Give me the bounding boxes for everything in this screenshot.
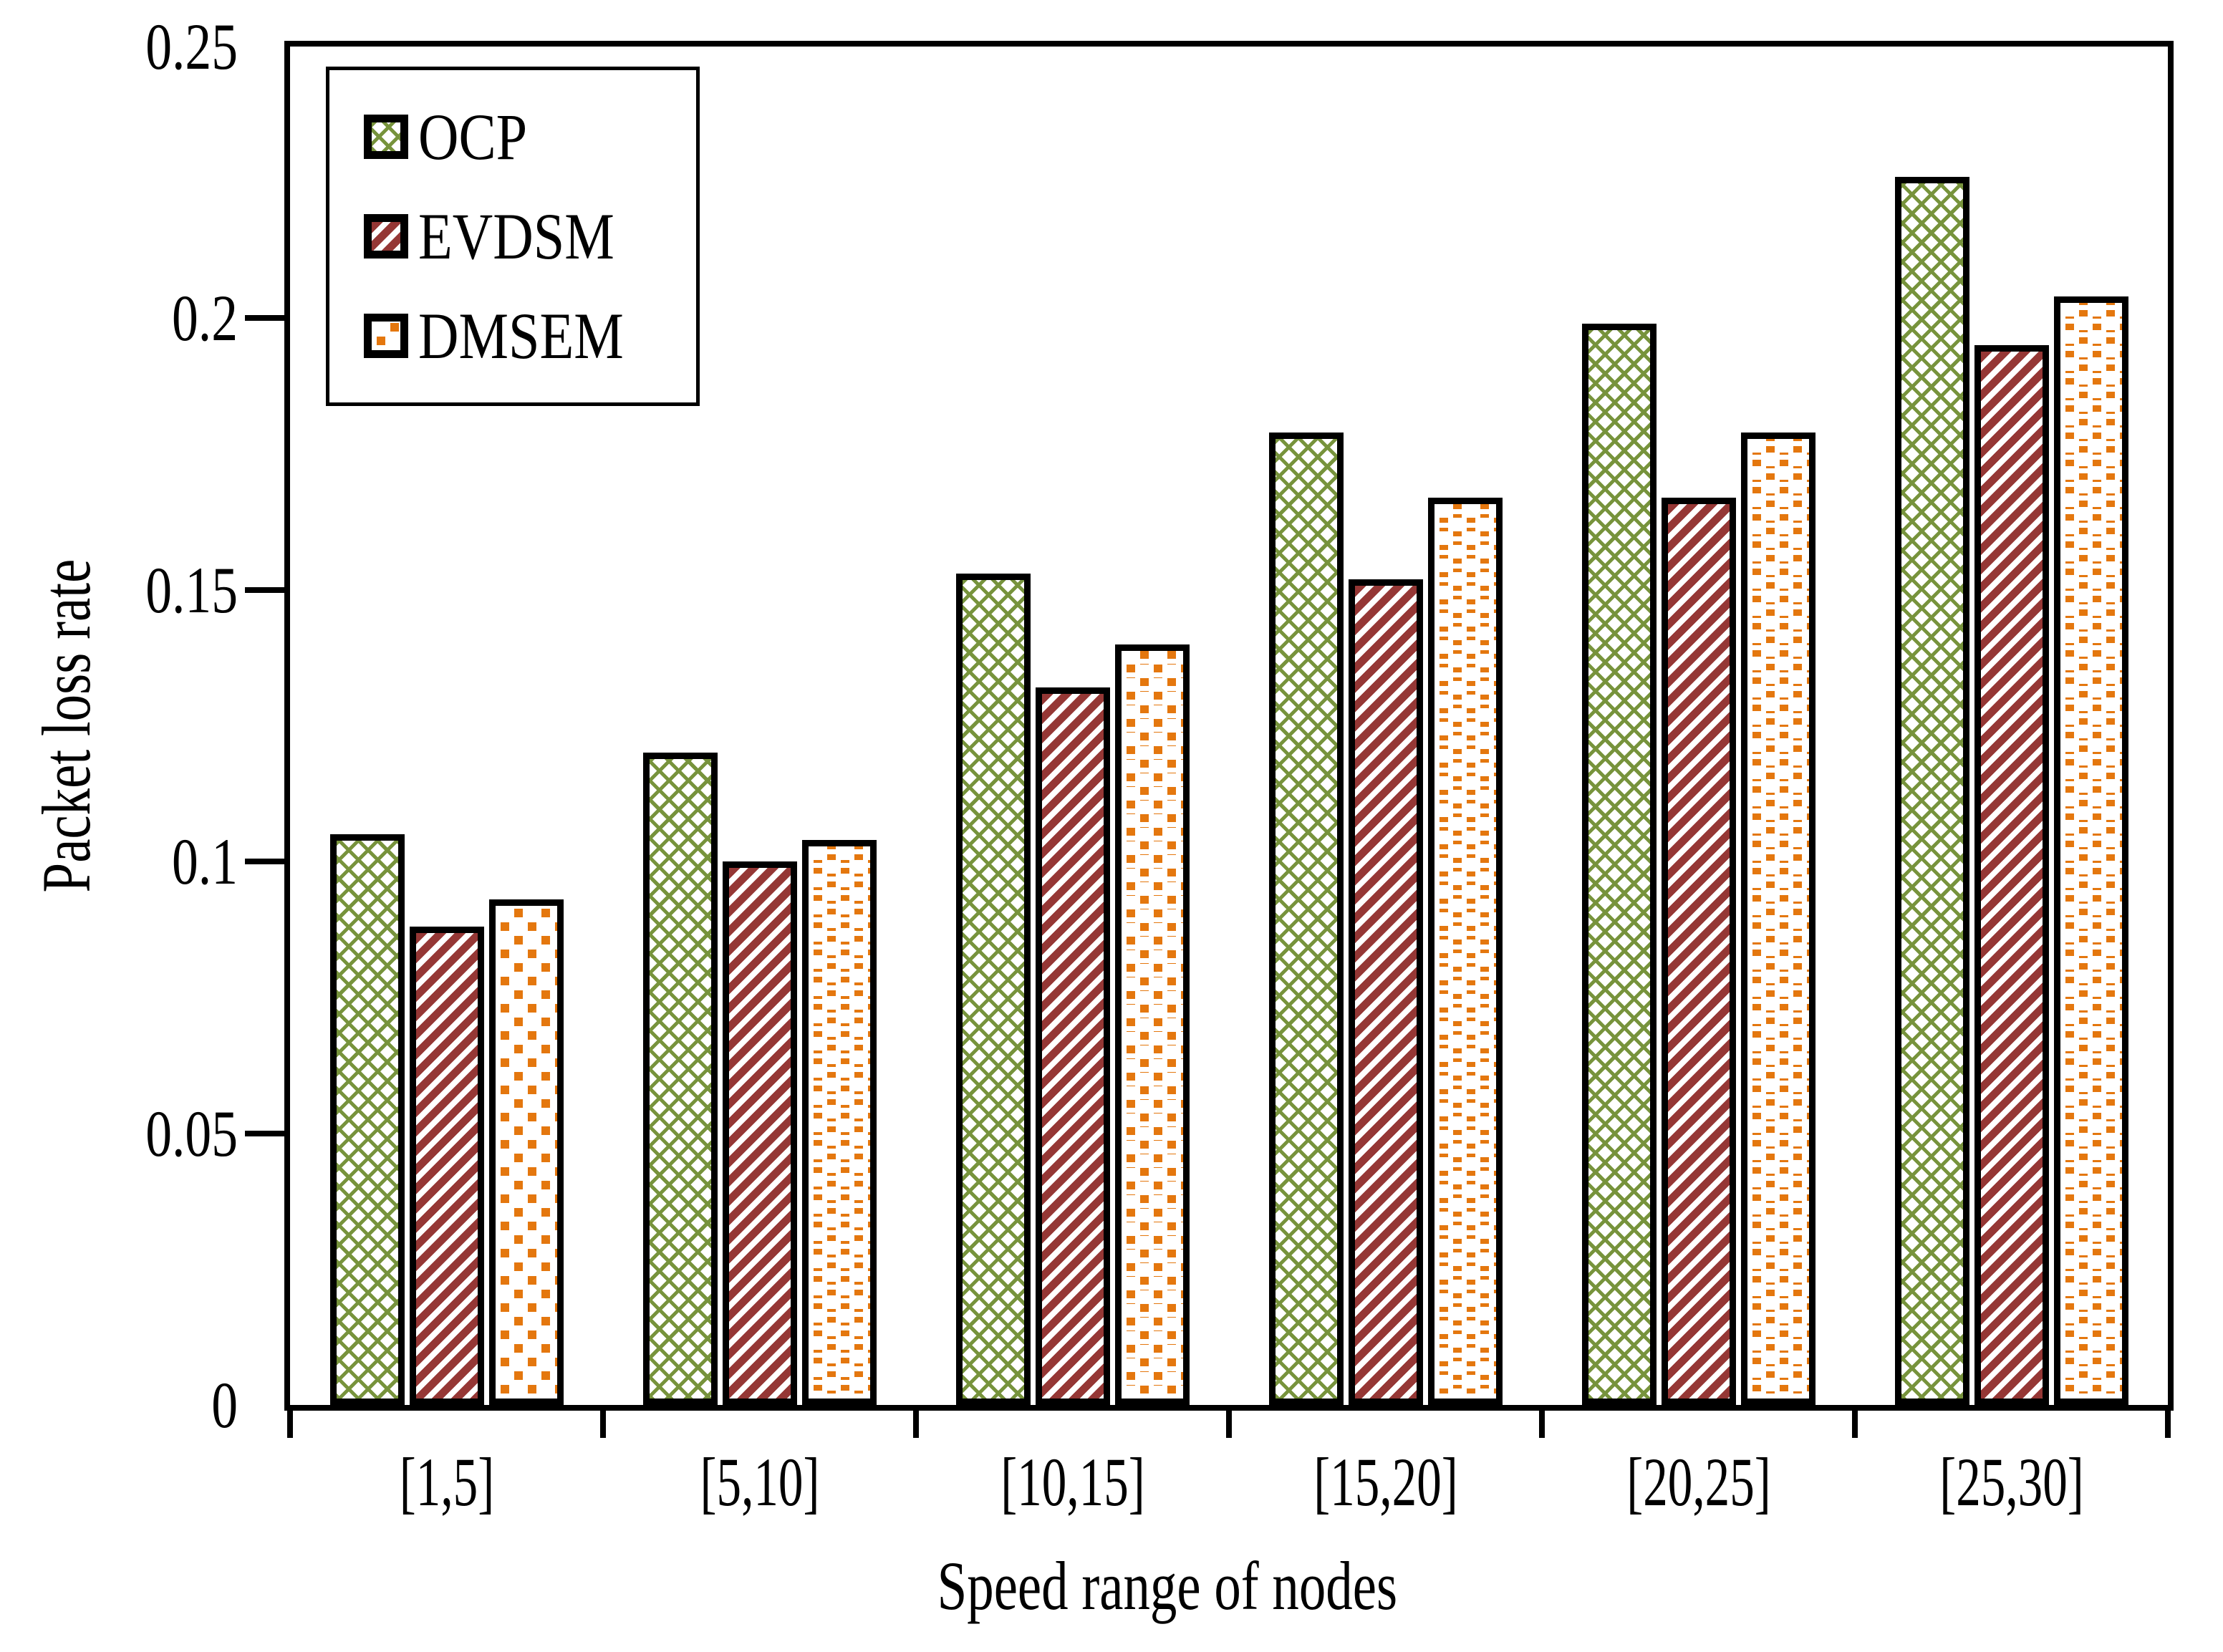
bar-ocp — [329, 834, 405, 1405]
bar-group — [1229, 47, 1542, 1405]
legend-label: OCP — [418, 100, 528, 173]
legend-item-dmsem: DMSEM — [364, 303, 696, 369]
y-tick-labels: 0 0.05 0.1 0.15 0.2 0.25 — [0, 14, 238, 1438]
x-tick-mark — [1539, 1405, 1545, 1438]
x-tick-labels: [1,5] [5,10] [10,15] [15,20] [20,25] [25,30] — [290, 1448, 2168, 1534]
x-tick-label: [5,10] — [700, 1444, 819, 1520]
bar-evdsm — [1661, 497, 1736, 1405]
legend-item-ocp: OCP — [364, 104, 696, 170]
x-tick-mark — [2165, 1405, 2171, 1438]
bar-group — [916, 47, 1229, 1405]
bar-evdsm — [1348, 579, 1423, 1405]
x-tick-label: [15,20] — [1313, 1444, 1458, 1520]
legend-swatch-dark-red-upward-diagonal-stripes — [364, 214, 408, 259]
x-axis-title: Speed range of nodes — [228, 1548, 2106, 1624]
bar-dmsem — [1427, 497, 1503, 1405]
x-tick-label: [10,15] — [1000, 1444, 1145, 1520]
y-tick-label: 0.15 — [145, 553, 238, 627]
bar-dmsem — [1114, 644, 1190, 1405]
x-tick-label: [25,30] — [1939, 1444, 2084, 1520]
y-tick-mark — [245, 859, 284, 865]
y-tick-label: 0.25 — [145, 10, 238, 83]
bar-ocp — [642, 753, 718, 1405]
bar-evdsm — [722, 861, 797, 1405]
bar-evdsm — [1974, 345, 2049, 1405]
bar-ocp — [1894, 177, 1969, 1405]
bar-ocp — [955, 574, 1031, 1405]
bar-ocp — [1581, 324, 1657, 1405]
plot-area: OCP EVDSM DMSEM — [284, 41, 2174, 1411]
legend-item-evdsm: EVDSM — [364, 203, 696, 269]
x-tick-mark — [913, 1405, 919, 1438]
x-tick-mark — [600, 1405, 606, 1438]
x-tick-mark — [1226, 1405, 1232, 1438]
bar-group — [1542, 47, 1855, 1405]
bar-dmsem — [801, 839, 877, 1405]
y-tick-mark — [245, 315, 284, 322]
legend: OCP EVDSM DMSEM — [326, 67, 700, 406]
y-tick-mark — [245, 586, 284, 593]
legend-label: EVDSM — [418, 200, 614, 273]
y-tick-label: 0.2 — [172, 281, 238, 355]
legend-swatch-orange-square-dots — [364, 314, 408, 358]
bar-dmsem — [2053, 296, 2128, 1405]
y-tick-label: 0 — [211, 1368, 238, 1441]
bar-dmsem — [488, 899, 564, 1405]
bar-evdsm — [1035, 687, 1110, 1405]
y-tick-label: 0.1 — [172, 825, 238, 899]
bar-group — [1855, 47, 2168, 1405]
x-axis-title-text: Speed range of nodes — [937, 1547, 1398, 1624]
legend-swatch-green-zigzag-lattice — [364, 115, 408, 159]
y-tick-marks — [245, 47, 284, 1405]
x-tick-marks — [287, 1405, 2171, 1438]
x-tick-label: [20,25] — [1626, 1444, 1771, 1520]
legend-label: DMSEM — [418, 299, 624, 372]
bar-group — [603, 47, 916, 1405]
x-tick-mark — [1852, 1405, 1858, 1438]
bar-group — [290, 47, 603, 1405]
x-tick-label: [1,5] — [399, 1444, 494, 1520]
bar-dmsem — [1740, 432, 1815, 1405]
bar-evdsm — [409, 927, 484, 1405]
bar-ocp — [1268, 432, 1344, 1405]
y-tick-label: 0.05 — [145, 1096, 238, 1170]
bars-layer — [290, 47, 2168, 1405]
y-tick-mark — [245, 1130, 284, 1136]
x-tick-mark — [287, 1405, 293, 1438]
